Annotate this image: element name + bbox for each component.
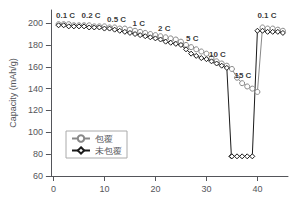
svg-text:0.5 C: 0.5 C [107,15,126,24]
svg-text:120: 120 [28,105,43,115]
svg-text:180: 180 [28,40,43,50]
svg-text:1 C: 1 C [132,19,145,28]
svg-text:包覆: 包覆 [95,134,113,144]
svg-text:140: 140 [28,84,43,94]
svg-text:0.1 C: 0.1 C [257,11,276,20]
svg-text:200: 200 [28,18,43,28]
svg-text:30: 30 [201,184,211,194]
svg-text:15 C: 15 C [234,71,251,80]
svg-text:2 C: 2 C [158,24,171,33]
svg-text:10: 10 [99,184,109,194]
svg-text:40: 40 [252,184,262,194]
svg-text:0.1 C: 0.1 C [56,11,75,20]
svg-text:160: 160 [28,62,43,72]
svg-text:10 C: 10 C [209,50,226,59]
svg-text:60: 60 [33,171,43,181]
svg-text:20: 20 [150,184,160,194]
svg-text:5 C: 5 C [186,34,199,43]
svg-text:0.2 C: 0.2 C [82,11,101,20]
svg-text:100: 100 [28,127,43,137]
svg-text:80: 80 [33,149,43,159]
svg-text:0: 0 [51,184,56,194]
svg-text:Capacity (mAh/g): Capacity (mAh/g) [8,58,18,128]
svg-text:未包覆: 未包覆 [95,146,122,156]
